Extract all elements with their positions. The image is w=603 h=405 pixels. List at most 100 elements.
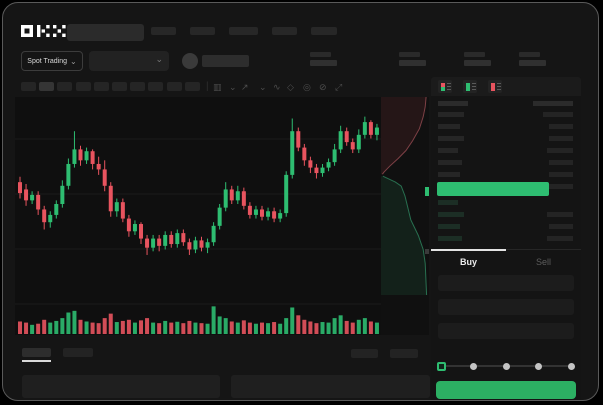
book-line	[496, 89, 501, 90]
bottom-panel-right	[231, 375, 430, 398]
timeframe-chip[interactable]	[184, 82, 200, 91]
stat-value-placeholder	[399, 60, 426, 66]
ask-size-placeholder[interactable]	[543, 112, 573, 117]
slider-step-dot[interactable]	[470, 362, 477, 370]
fullscreen-icon[interactable]: ⤢	[335, 82, 343, 92]
bid-price-placeholder[interactable]	[438, 212, 464, 217]
nav-item-placeholder[interactable]	[151, 27, 176, 35]
bid-price-placeholder[interactable]	[438, 224, 460, 229]
ask-price-placeholder[interactable]	[438, 160, 462, 165]
book-line	[471, 83, 476, 84]
pair-selector-dropdown[interactable]: ⌄	[89, 51, 169, 71]
bottom-toolbar-chip[interactable]	[390, 349, 418, 358]
ask-size-placeholder[interactable]	[549, 124, 573, 129]
bottom-tab-active[interactable]	[22, 348, 51, 357]
timeframe-chip[interactable]	[75, 82, 91, 91]
market-type-label: Spot Trading	[27, 57, 67, 65]
order-total-field[interactable]	[438, 323, 574, 339]
app-window: Spot Trading ⌄ ⌄ | ▥ ⌄ ↗ ⌄ ∿ ◇ ◎ ⊘ ⤢ Buy Sell	[2, 2, 599, 401]
nav-item-placeholder[interactable]	[311, 27, 337, 35]
tab-buy[interactable]: Buy	[431, 250, 506, 274]
orderbook	[431, 96, 581, 246]
sell-tab-label: Sell	[535, 257, 551, 267]
ask-size-placeholder[interactable]	[547, 148, 573, 153]
stat-label-placeholder	[310, 52, 331, 57]
timeframe-chip[interactable]	[57, 82, 73, 91]
amount-slider[interactable]	[431, 360, 581, 374]
market-type-dropdown[interactable]: Spot Trading ⌄	[21, 51, 83, 71]
chevron-down-icon[interactable]: ⌄	[259, 82, 267, 92]
book-line	[446, 89, 451, 90]
timeframe-chip[interactable]	[166, 82, 182, 91]
timeframe-chip[interactable]	[130, 82, 146, 91]
slider-handle[interactable]	[436, 361, 446, 371]
bid-size-placeholder[interactable]	[547, 236, 573, 241]
stat-value-placeholder	[310, 60, 337, 66]
chevron-down-icon: ⌄	[155, 54, 163, 64]
last-price-bar[interactable]	[437, 182, 549, 196]
bid-price-placeholder[interactable]	[438, 236, 462, 241]
nav-item-placeholder[interactable]	[229, 27, 258, 35]
coin-avatar-icon[interactable]	[182, 53, 198, 69]
nav-item-placeholder[interactable]	[190, 27, 215, 35]
bottom-tab[interactable]	[63, 348, 93, 357]
ask-size-placeholder[interactable]	[549, 160, 573, 165]
stat-label-placeholder	[464, 52, 485, 57]
depth-chart	[381, 96, 429, 335]
order-amount-field[interactable]	[438, 299, 574, 315]
timeframe-chip[interactable]	[148, 82, 164, 91]
book-color-swatch	[465, 82, 470, 91]
hide-icon[interactable]: ⊘	[319, 82, 327, 92]
order-price-field[interactable]	[438, 275, 574, 291]
nav-item-placeholder[interactable]	[272, 27, 297, 35]
bid-size-placeholder[interactable]	[549, 224, 573, 229]
ask-price-placeholder[interactable]	[438, 148, 458, 153]
ask-price-placeholder[interactable]	[438, 136, 464, 141]
buy-tab-label: Buy	[459, 257, 477, 267]
slider-step-dot[interactable]	[535, 362, 542, 370]
book-color-swatch	[490, 82, 495, 91]
compare-icon[interactable]: ↗	[241, 82, 249, 92]
buy-submit-button[interactable]	[436, 381, 576, 399]
search-input[interactable]	[67, 24, 144, 41]
book-asks-icon[interactable]	[488, 80, 502, 93]
slider-step-dot[interactable]	[502, 362, 510, 370]
ask-size-placeholder[interactable]	[549, 136, 573, 141]
chart-tools-toolbar: ▥ ⌄ ↗ ⌄ ∿ ◇ ◎ ⊘ ⤢	[213, 80, 353, 94]
top-nav	[3, 3, 598, 43]
timeframe-chip[interactable]	[112, 82, 127, 91]
book-combined-icon[interactable]	[438, 80, 452, 93]
orderbook-col-header	[438, 101, 468, 106]
okx-logo[interactable]	[21, 23, 67, 39]
timeframe-chip[interactable]	[39, 82, 55, 91]
ask-size-placeholder[interactable]	[547, 184, 573, 189]
orderbook-mode-switcher	[431, 77, 581, 96]
indicator-wave-icon[interactable]: ∿	[273, 82, 281, 92]
chart-type-icon[interactable]: ▥	[213, 82, 222, 92]
stat-value-placeholder	[519, 60, 546, 66]
order-panel: Buy Sell	[431, 77, 581, 400]
timeframe-chip[interactable]	[21, 82, 36, 91]
ask-price-placeholder[interactable]	[438, 112, 464, 117]
bottom-panel-left	[22, 375, 220, 398]
chevron-down-icon: ⌄	[70, 56, 77, 66]
bid-size-placeholder[interactable]	[547, 212, 573, 217]
slider-step-dot[interactable]	[567, 362, 575, 370]
camera-icon[interactable]: ◎	[303, 82, 311, 92]
tab-sell[interactable]: Sell	[506, 250, 581, 274]
bid-price-placeholder[interactable]	[438, 200, 458, 205]
book-line	[496, 86, 501, 87]
bottom-toolbar-chip[interactable]	[351, 349, 378, 358]
ask-price-placeholder[interactable]	[438, 124, 460, 129]
pair-name-placeholder	[202, 55, 249, 67]
active-tab-indicator	[431, 249, 506, 251]
draw-icon[interactable]: ◇	[287, 82, 294, 92]
book-line	[446, 83, 451, 84]
timeframe-chip[interactable]	[93, 82, 109, 91]
ask-price-placeholder[interactable]	[438, 172, 460, 177]
book-bids-icon[interactable]	[463, 80, 477, 93]
ask-size-placeholder[interactable]	[549, 172, 573, 177]
bid-color-swatch	[440, 86, 445, 91]
chevron-down-icon[interactable]: ⌄	[229, 82, 237, 92]
bottom-tab-active-underline	[22, 360, 51, 362]
